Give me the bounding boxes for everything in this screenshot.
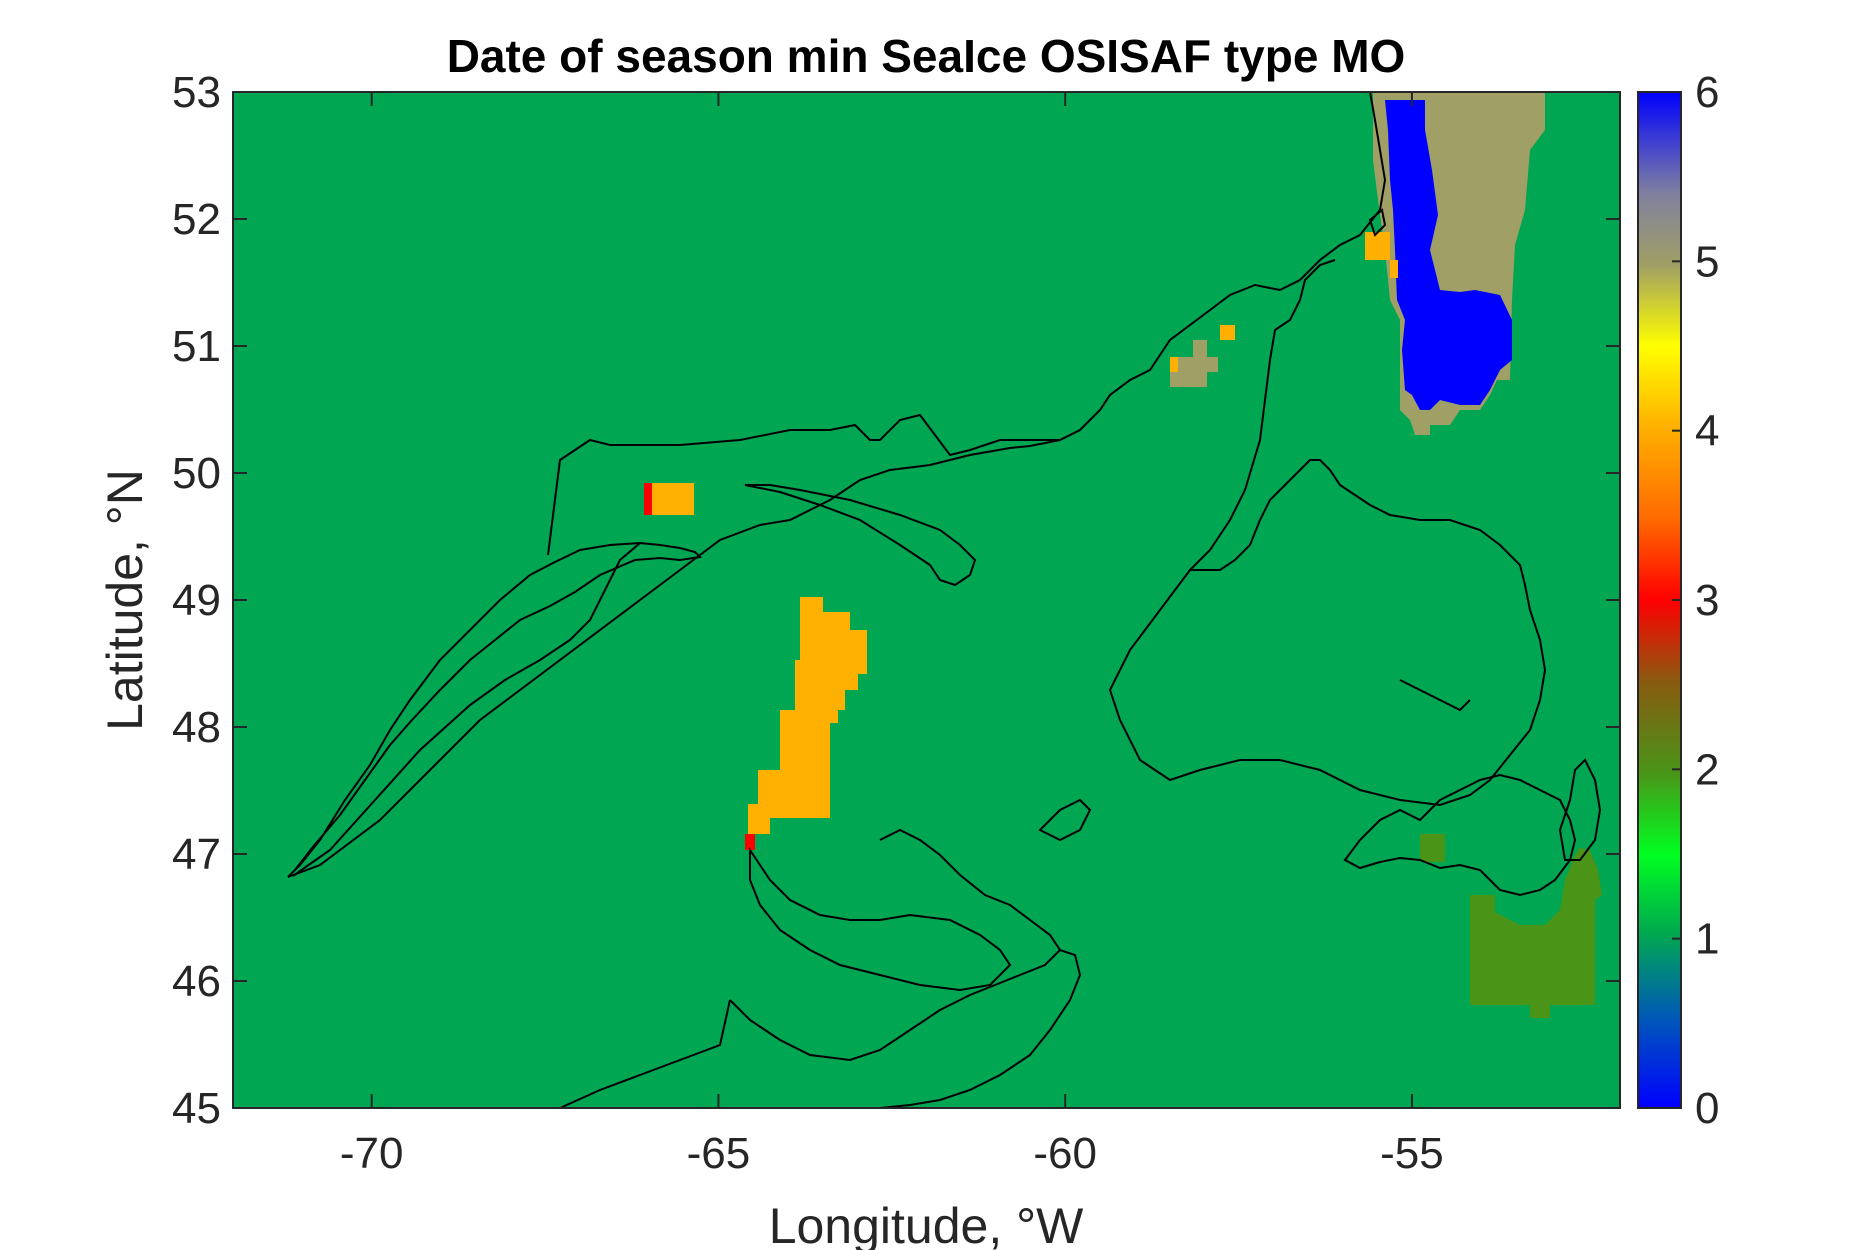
y-tick-label: 53: [172, 68, 221, 117]
y-tick-label: 45: [172, 1084, 221, 1133]
colorbar-tick-label: 5: [1695, 237, 1719, 286]
region-gaspe-red: [745, 834, 755, 850]
y-tick-label: 46: [172, 957, 221, 1006]
region-anticosti-red: [644, 483, 652, 515]
region-anticosti-west: [650, 483, 694, 515]
colorbar-tick-label: 2: [1695, 745, 1719, 794]
chart-title: Date of season min SeaIce OSISAF type MO: [447, 30, 1406, 82]
region-mecatina: [1170, 340, 1218, 387]
colorbar-ticks: 0 1 2 3 4 5 6: [1672, 68, 1719, 1133]
y-axis-label: Latitude, °N: [97, 469, 153, 731]
region-avalon-small: [1420, 834, 1445, 862]
colorbar-tick-label: 1: [1695, 915, 1719, 964]
region-mecatina-orange: [1170, 357, 1178, 372]
x-axis-label: Longitude, °W: [769, 1198, 1084, 1250]
colorbar-tick-label: 3: [1695, 576, 1719, 625]
region-avalon: [1470, 848, 1602, 1018]
coastlines: [287, 92, 1602, 1108]
x-axis: -70 -65 -60 -55: [340, 92, 1444, 1178]
colorbar-tick-label: 4: [1695, 407, 1719, 456]
y-tick-label: 47: [172, 830, 221, 879]
region-belle-isle-b: [1390, 260, 1398, 278]
x-tick-label: -55: [1380, 1129, 1444, 1178]
y-tick-label: 50: [172, 449, 221, 498]
region-gaspe: [748, 597, 867, 850]
x-tick-label: -70: [340, 1129, 404, 1178]
y-axis: 45 46 47 48 49 50 51 52 53: [172, 68, 1620, 1133]
region-mecatina-small: [1220, 325, 1235, 340]
y-tick-label: 48: [172, 703, 221, 752]
y-tick-label: 51: [172, 322, 221, 371]
x-tick-label: -60: [1033, 1129, 1097, 1178]
region-labrador-blue: [1385, 100, 1512, 410]
data-regions: [644, 92, 1602, 1018]
y-tick-label: 49: [172, 576, 221, 625]
region-belle-isle: [1365, 232, 1390, 260]
y-tick-label: 52: [172, 195, 221, 244]
x-tick-label: -65: [687, 1129, 751, 1178]
colorbar-tick-label: 6: [1695, 68, 1719, 117]
colorbar-tick-label: 0: [1695, 1084, 1719, 1133]
